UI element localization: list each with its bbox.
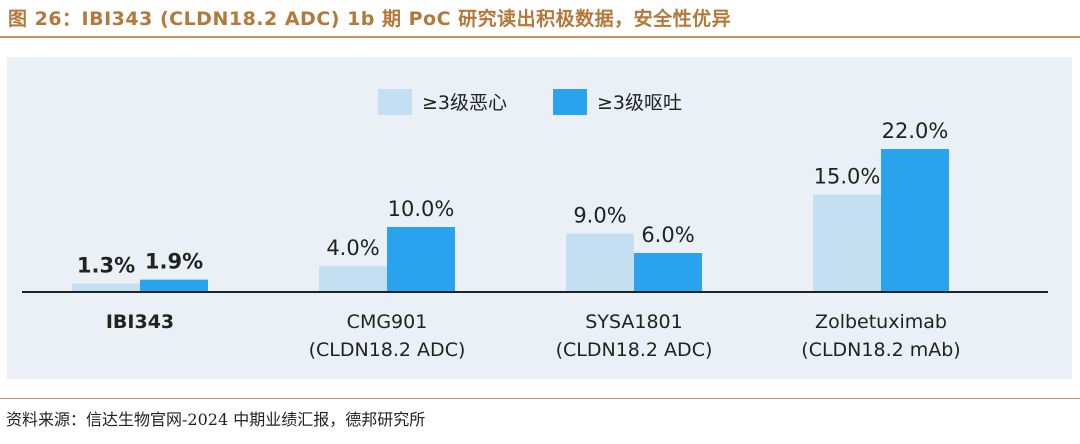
data-label-nausea-0: 1.3%	[77, 254, 135, 278]
bar-nausea-2	[566, 233, 634, 292]
bar-nausea-1	[319, 266, 387, 292]
title-rule	[0, 36, 1080, 38]
data-label-vomiting-0: 1.9%	[145, 250, 203, 274]
x-tick-label-3-0: Zolbetuximab	[815, 311, 947, 333]
legend-label-vomiting: ≥3级呕吐	[597, 92, 682, 114]
bar-vomiting-1	[387, 227, 455, 292]
legend: ≥3级恶心 ≥3级呕吐	[378, 89, 682, 115]
x-tick-label-0-0: IBI343	[106, 311, 174, 333]
bar-vomiting-3	[881, 149, 949, 292]
figure-title: 图 26：IBI343 (CLDN18.2 ADC) 1b 期 PoC 研究读出…	[8, 8, 732, 30]
data-label-nausea-1: 4.0%	[326, 236, 379, 260]
source-note: 资料来源：信达生物官网-2024 中期业绩汇报，德邦研究所	[6, 410, 426, 429]
legend-swatch-nausea	[378, 89, 412, 115]
legend-swatch-vomiting	[553, 89, 587, 115]
x-tick-label-1-1: (CLDN18.2 ADC)	[309, 339, 466, 361]
x-tick-label-3-1: (CLDN18.2 mAb)	[801, 339, 960, 361]
data-label-vomiting-2: 6.0%	[641, 223, 694, 247]
x-tick-label-1-0: CMG901	[347, 311, 428, 333]
x-tick-label-2-1: (CLDN18.2 ADC)	[556, 339, 713, 361]
data-label-vomiting-3: 22.0%	[882, 119, 949, 143]
data-label-nausea-3: 15.0%	[814, 165, 881, 189]
x-tick-label-2-0: SYSA1801	[585, 311, 682, 333]
source-rule	[0, 398, 1080, 399]
legend-label-nausea: ≥3级恶心	[422, 92, 507, 114]
bar-nausea-0	[72, 283, 140, 292]
bar-nausea-3	[813, 194, 881, 292]
data-label-vomiting-1: 10.0%	[388, 197, 455, 221]
bar-vomiting-2	[634, 253, 702, 292]
bar-vomiting-0	[140, 279, 208, 292]
data-label-nausea-2: 9.0%	[573, 204, 626, 228]
